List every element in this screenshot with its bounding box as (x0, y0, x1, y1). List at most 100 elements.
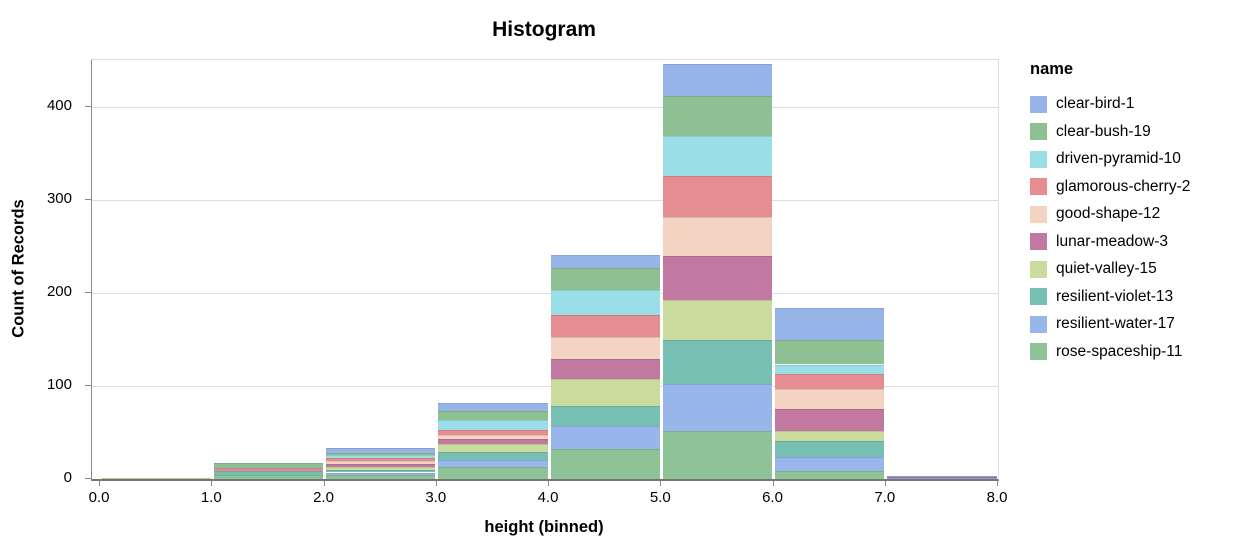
x-tick-mark (548, 481, 549, 486)
bar-segment-good-shape-12[interactable] (438, 435, 548, 439)
bar-segment-quiet-valley-15[interactable] (326, 466, 436, 470)
bar-segment-glamorous-cherry-2[interactable] (550, 315, 660, 337)
bar-segment-glamorous-cherry-2[interactable] (662, 176, 772, 218)
legend-items: clear-bird-1 clear-bush-19 driven-pyramid-… (1030, 93, 1245, 363)
legend-swatch (1030, 178, 1047, 195)
bar-segment-clear-bush-19[interactable] (326, 452, 436, 455)
y-tick-label: 300 (46, 189, 72, 207)
x-tick-mark (435, 481, 437, 486)
bar-segment-rose-spaceship-11[interactable] (438, 466, 548, 479)
legend-item-good-shape-12: good-shape-12 (1030, 203, 1245, 225)
bar-segment-glamorous-cherry-2[interactable] (775, 373, 885, 389)
y-tick-label: 400 (46, 96, 72, 114)
bar-segment-clear-bush-19[interactable] (550, 267, 660, 290)
bar-segment-driven-pyramid-10[interactable] (550, 290, 660, 316)
legend-swatch (1030, 260, 1047, 278)
bar-segment-quiet-valley-15[interactable] (662, 300, 772, 341)
bar-segment-rose-spaceship-11[interactable] (662, 430, 772, 479)
bar-segment-resilient-violet-13[interactable] (438, 452, 548, 461)
bar-segment-resilient-water-17[interactable] (775, 456, 885, 471)
bar-segment-driven-pyramid-10[interactable] (326, 454, 436, 458)
legend-swatch (1030, 343, 1047, 360)
legend-label: resilient-water-17 (1056, 315, 1175, 332)
x-tick-label: 7.0 (874, 489, 896, 506)
bar-segment-lunar-meadow-3[interactable] (887, 477, 997, 479)
x-tick-mark (997, 481, 998, 486)
gridline (92, 292, 998, 294)
bar-segment-rose-spaceship-11[interactable] (326, 475, 436, 479)
bar-segment-rose-spaceship-11[interactable] (775, 470, 885, 479)
bar-segment-clear-bird-1[interactable] (550, 254, 660, 268)
bar-segment-resilient-water-17[interactable] (550, 425, 660, 450)
bar-segment-rose-spaceship-11[interactable] (550, 449, 660, 479)
bar-segment-lunar-meadow-3[interactable] (438, 438, 548, 444)
legend-label: glamorous-cherry-2 (1056, 177, 1191, 195)
x-tick-label: 5.0 (649, 489, 671, 506)
bar-segment-quiet-valley-15[interactable] (775, 430, 885, 441)
legend-item-resilient-violet-13: resilient-violet-13 (1030, 286, 1245, 308)
x-tick-mark (772, 481, 774, 486)
gridline (92, 106, 998, 108)
legend-swatch (1030, 150, 1047, 168)
bar-segment-resilient-violet-13[interactable] (662, 340, 772, 385)
y-tick-label: 100 (46, 375, 72, 393)
legend-label: clear-bush-19 (1056, 122, 1151, 140)
bar-segment-lunar-meadow-3[interactable] (775, 409, 885, 431)
y-axis-labels: 0 100 200 300 400 (0, 59, 85, 486)
bar-segment-resilient-violet-13[interactable] (775, 440, 885, 457)
x-tick-label: 8.0 (986, 489, 1008, 506)
x-tick-mark (884, 481, 886, 486)
bar-segment-driven-pyramid-10[interactable] (438, 420, 548, 430)
bar-segment-glamorous-cherry-2[interactable] (438, 429, 548, 436)
bar-segment-resilient-violet-13[interactable] (550, 406, 660, 426)
bar-segment-clear-bird-1[interactable] (662, 63, 772, 97)
bar-segment-resilient-water-17[interactable] (662, 384, 772, 431)
x-tick-label: 1.0 (200, 489, 222, 506)
bar-segment-clear-bird-1[interactable] (887, 476, 997, 478)
bar-segment-driven-pyramid-10[interactable] (775, 364, 885, 374)
legend-item-quiet-valley-15: quiet-valley-15 (1030, 258, 1245, 280)
bar-segment-clear-bush-19[interactable] (213, 463, 323, 468)
x-axis-labels: 0.0 1.0 2.0 3.0 4.0 5.0 6.0 7.0 8.0 (89, 489, 1008, 509)
bar-segment-glamorous-cherry-2[interactable] (213, 467, 323, 471)
y-tick-mark (85, 478, 91, 479)
bar-segment-glamorous-cherry-2[interactable] (326, 457, 436, 462)
bar-segment-resilient-violet-13[interactable] (326, 469, 436, 473)
bar-segment-lunar-meadow-3[interactable] (550, 358, 660, 380)
bar-segment-clear-bird-1[interactable] (438, 402, 548, 412)
legend-item-resilient-water-17: resilient-water-17 (1030, 313, 1245, 335)
bar-segment-good-shape-12[interactable] (775, 388, 885, 410)
legend-item-clear-bush-19: clear-bush-19 (1030, 121, 1245, 143)
bar-segment-quiet-valley-15[interactable] (101, 478, 211, 479)
legend-swatch (1030, 315, 1047, 333)
bar-segment-resilient-violet-13[interactable] (213, 470, 323, 476)
bar-segment-clear-bird-1[interactable] (775, 307, 885, 341)
bar-segment-resilient-water-17[interactable] (438, 460, 548, 467)
x-tick-mark (323, 481, 325, 486)
bar-segment-good-shape-12[interactable] (326, 461, 436, 465)
bar-segment-quiet-valley-15[interactable] (438, 443, 548, 452)
legend-label: driven-pyramid-10 (1056, 150, 1181, 167)
bar-segment-lunar-meadow-3[interactable] (326, 464, 436, 467)
x-tick-mark (660, 481, 662, 486)
bar-segment-resilient-water-17[interactable] (887, 478, 997, 479)
y-tick-label: 200 (46, 282, 72, 300)
bar-segment-rose-spaceship-11[interactable] (213, 475, 323, 479)
bar-segment-clear-bush-19[interactable] (662, 96, 772, 137)
bar-segment-lunar-meadow-3[interactable] (662, 255, 772, 301)
bar-segment-clear-bush-19[interactable] (775, 340, 885, 365)
bar-segment-resilient-water-17[interactable] (326, 472, 436, 476)
x-tick-label: 4.0 (537, 489, 559, 506)
legend-item-rose-spaceship-11: rose-spaceship-11 (1030, 341, 1245, 363)
legend-item-driven-pyramid-10: driven-pyramid-10 (1030, 148, 1245, 170)
bar-segment-clear-bush-19[interactable] (438, 411, 548, 421)
y-tick-mark (85, 105, 91, 107)
bar-segment-driven-pyramid-10[interactable] (662, 136, 772, 177)
bar-segment-good-shape-12[interactable] (550, 336, 660, 359)
bar-segment-clear-bird-1[interactable] (326, 448, 436, 453)
x-tick-label: 3.0 (425, 489, 447, 506)
legend: name clear-bird-1 clear-bush-19 driven-pyr… (1030, 60, 1245, 368)
bar-segment-good-shape-12[interactable] (662, 217, 772, 256)
bar-segment-quiet-valley-15[interactable] (550, 379, 660, 407)
